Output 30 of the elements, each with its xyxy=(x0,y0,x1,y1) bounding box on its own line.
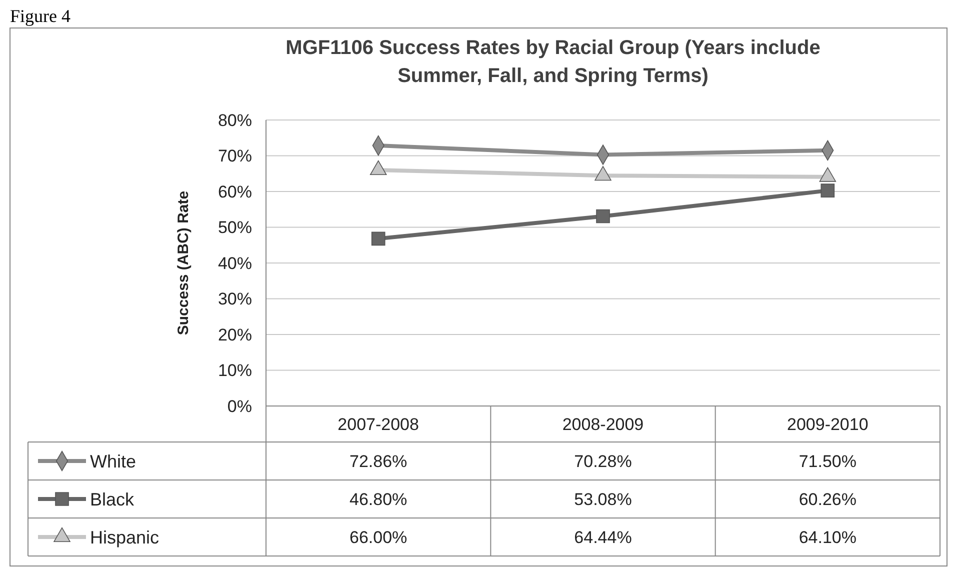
y-tick-label: 80% xyxy=(218,110,252,130)
y-tick-label: 70% xyxy=(218,146,252,166)
x-tick-label: 2007-2008 xyxy=(338,414,419,434)
caption: Figure 4 xyxy=(10,6,70,26)
data-label: 60.26% xyxy=(798,490,857,509)
y-tick-label: 10% xyxy=(218,361,252,380)
x-tick-label: 2008-2009 xyxy=(562,414,644,434)
y-tick-label: 30% xyxy=(218,290,252,309)
data-label: 64.10% xyxy=(798,528,857,547)
point xyxy=(596,209,610,224)
y-tick-label: 50% xyxy=(218,218,252,238)
chart-title: MGF1106 Success Rates by Racial Group (Years include Summer, Fall, and Spring Terms) xyxy=(286,37,820,87)
legend-label: Hispanic xyxy=(90,527,160,548)
legend-label: Black xyxy=(90,489,136,510)
legend-label: White xyxy=(90,451,136,472)
y-tick-label: 40% xyxy=(218,254,252,273)
data-label: 72.86% xyxy=(349,452,408,471)
data-label: 71.50% xyxy=(798,452,857,471)
y-axis-title: Success (ABC) Rate xyxy=(175,190,192,336)
data-label: 46.80% xyxy=(349,490,408,509)
data-label: 53.08% xyxy=(574,490,632,509)
data-label: 64.44% xyxy=(574,528,632,547)
y-tick-label: 60% xyxy=(218,182,252,202)
x-tick-label: 2009-2010 xyxy=(787,414,868,434)
point xyxy=(820,184,835,198)
point xyxy=(371,232,386,246)
y-tick-label: 20% xyxy=(218,325,252,344)
data-label: 66.00% xyxy=(349,528,408,547)
data-label: 70.28% xyxy=(574,452,632,471)
y-tick-label: 0% xyxy=(227,396,252,416)
